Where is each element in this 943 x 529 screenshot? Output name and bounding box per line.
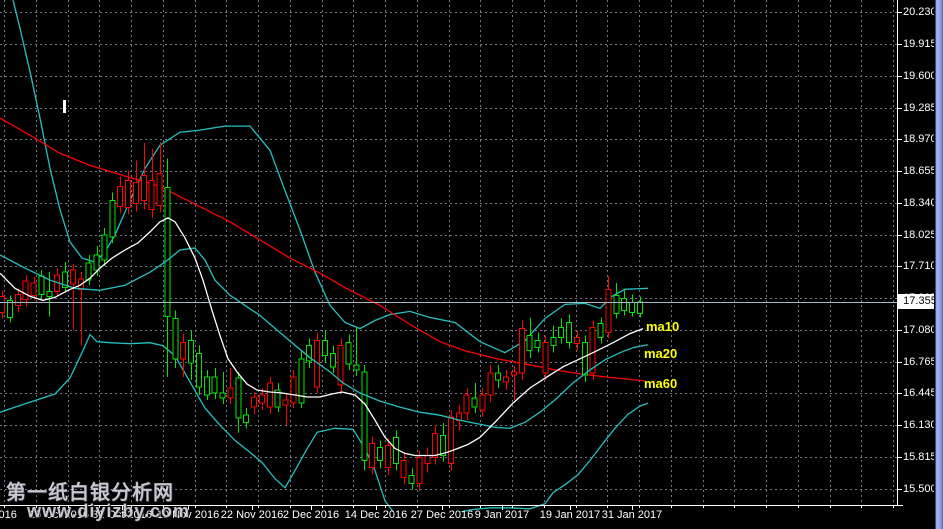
date-tick-label: 31 Oct 2016	[92, 509, 152, 521]
date-tick-label: 19 Jan 2017	[539, 509, 601, 521]
date-tick-label: 10 Nov 2016	[156, 509, 220, 521]
chart-plot-area[interactable]	[0, 0, 943, 512]
ma10-line	[0, 217, 644, 457]
price-tick-label: 15.500	[903, 482, 937, 495]
bollinger-upper-line	[12, 0, 649, 354]
price-tick-label: 17.710	[903, 260, 937, 273]
date-tick-label: 27 Dec 2016	[410, 509, 474, 521]
ma60-line	[0, 117, 646, 382]
ma10-label: ma10	[646, 319, 680, 334]
watermark-site-url: www.diyizby.com	[27, 501, 191, 521]
ma20-line	[0, 247, 649, 429]
date-tick-label: 2 Dec 2016	[282, 509, 340, 521]
date-tick-label: 7 Oct 2016	[0, 509, 17, 521]
price-tick-label: 16.445	[903, 387, 937, 400]
date-tick-label: 14 Dec 2016	[344, 509, 408, 521]
price-tick-label: 17.080	[903, 323, 937, 336]
grid	[0, 0, 897, 505]
date-tick-label: 19 Oct 2016	[29, 509, 89, 521]
price-tick-label: 19.600	[903, 69, 937, 82]
candles	[0, 142, 643, 491]
price-tick-label: 18.655	[903, 165, 937, 178]
price-tick-label: 18.970	[903, 133, 937, 146]
price-tick-label: 19.285	[903, 101, 937, 114]
price-tick-label: 18.025	[903, 228, 937, 241]
price-tick-label: 19.915	[903, 38, 937, 51]
watermark: 第一纸白银分析网 www.diyizby.com	[6, 476, 190, 522]
ma60-label: ma60	[644, 376, 678, 391]
price-tick-label: 20.230	[903, 6, 937, 19]
date-tick-label: 9 Jan 2017	[474, 509, 530, 521]
price-tick-label: 15.815	[903, 450, 937, 463]
current-price-badge: 17.355	[898, 294, 942, 309]
cursor-mark	[63, 100, 66, 113]
date-tick-label: 22 Nov 2016	[220, 509, 284, 521]
axis-frame	[0, 0, 903, 510]
price-tick-label: 16.130	[903, 419, 937, 432]
date-tick-label: 31 Jan 2017	[601, 509, 663, 521]
price-tick-label: 16.765	[903, 355, 937, 368]
watermark-site-name: 第一纸白银分析网	[6, 482, 174, 504]
window-right-border	[934, 0, 943, 529]
ma20-label: ma20	[644, 346, 678, 361]
price-tick-label: 18.340	[903, 196, 937, 209]
bollinger-lower-line	[0, 333, 649, 512]
